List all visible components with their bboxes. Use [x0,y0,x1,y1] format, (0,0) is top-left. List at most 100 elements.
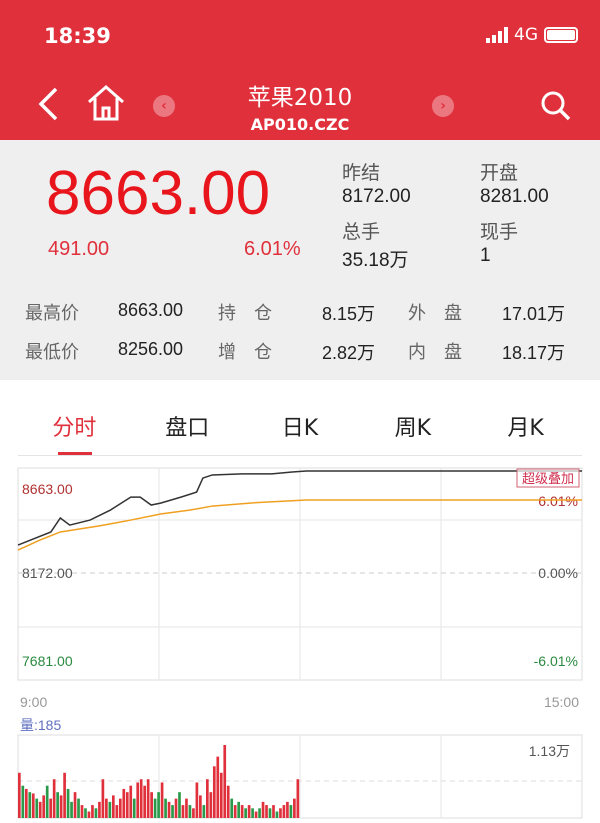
volume-bar [199,795,202,818]
low-value: 8256.00 [118,339,184,359]
oi-change-label: 增 仓 [218,342,272,363]
price-line [17,470,582,546]
status-bar: 4G [486,25,578,45]
volume-bar [240,805,244,818]
volume-value: 35.18万 [342,250,409,271]
prev-icon[interactable]: ‹ [153,95,175,117]
volume-bar [223,745,227,818]
volume-bar [164,798,167,818]
y-label-top: 8663.00 [22,481,73,497]
volume-bar [115,805,119,818]
volume-bar [70,801,73,818]
volume-bar [275,811,279,818]
volume-bar [171,805,174,818]
volume-bar [87,811,91,818]
volume-bar [202,805,206,818]
volume-bar [35,798,39,818]
volume-bar [21,785,25,818]
volume-bar [38,801,42,818]
volume-bar [112,795,115,818]
volume-bar [45,785,49,818]
volume-bar [237,801,241,818]
last-volume-label: 现手 [480,221,519,243]
chart-grid [17,467,583,819]
pct-label-top: 6.01% [538,493,578,509]
volume-bar [286,801,289,818]
x-label-end: 15:00 [544,694,579,710]
volume-bar [122,788,126,818]
volume-bar [174,798,178,818]
volume-bar [272,805,275,818]
volume-bar [296,779,300,818]
volume-bar [118,798,122,818]
volume-bar [209,792,213,818]
volume-bar [66,788,70,818]
volume-bar [219,772,223,818]
volume-bar [73,792,77,818]
volume-bar [265,805,268,818]
volume-bar [146,779,150,818]
volume-bar [226,785,230,818]
pct-label-mid: 0.00% [538,565,578,581]
pct-label-bottom: -6.01% [534,653,578,669]
low-label: 最低价 [25,342,79,363]
volume-bar [108,801,112,818]
tab-monthly-k[interactable]: 月K [507,416,544,441]
outer-label: 外 盘 [408,303,462,324]
volume-bar [49,798,53,818]
tab-intraday[interactable]: 分时 [18,400,131,455]
volume-bar [185,798,188,818]
last-volume-value: 1 [480,245,491,266]
volume-bar [24,788,28,818]
volume-bar [216,756,220,818]
volume-bar [279,808,282,818]
volume-bar [160,782,164,818]
home-icon[interactable] [86,84,126,126]
prev-settle-label: 昨结 [342,162,381,184]
volume-bar [63,772,66,818]
search-icon[interactable] [540,90,572,126]
overlay-button[interactable] [516,468,580,488]
volume-bar [282,805,286,818]
y-label-mid: 8172.00 [22,565,73,581]
tab-order-book[interactable]: 盘口 [165,416,210,441]
next-icon[interactable]: › [432,95,454,117]
volume-bar [94,808,98,818]
volume-max-label: 1.13万 [529,743,570,759]
battery-icon [544,27,578,43]
volume-bar [42,795,46,818]
volume-bar [153,798,157,818]
chart-tabs: 分时 盘口 日K 周K 月K [18,400,582,456]
volume-bar [258,808,261,818]
signal-icon [486,27,508,43]
volume-bar [80,805,84,818]
volume-bar [233,805,237,818]
outer-value: 17.01万 [502,304,566,324]
tab-weekly-k[interactable]: 周K [394,416,431,441]
last-price: 8663.00 [46,159,271,228]
volume-bar [167,801,171,818]
volume-bar [136,782,140,818]
volume-bar [91,805,94,818]
volume-bar [289,805,293,818]
open-interest-label: 持 仓 [218,303,272,324]
price-change: 491.00 [48,238,110,260]
back-icon[interactable] [36,86,60,126]
inner-value: 18.17万 [502,343,566,363]
network-type: 4G [514,25,538,45]
volume-bar [247,805,251,818]
volume-bar [293,798,296,818]
volume-bar [28,792,32,818]
x-label-start: 9:00 [20,694,47,710]
y-label-bottom: 7681.00 [22,653,73,669]
open-label: 开盘 [480,162,519,184]
tab-daily-k[interactable]: 日K [281,416,319,441]
oi-change-value: 2.82万 [322,343,376,363]
avg-price-line [17,499,582,551]
overlay-button-label[interactable]: 超级叠加 [522,472,574,487]
volume-bar [56,792,59,818]
volume-bar [98,801,101,818]
volume-bar [150,792,153,818]
volume-label: 总手 [342,221,381,243]
